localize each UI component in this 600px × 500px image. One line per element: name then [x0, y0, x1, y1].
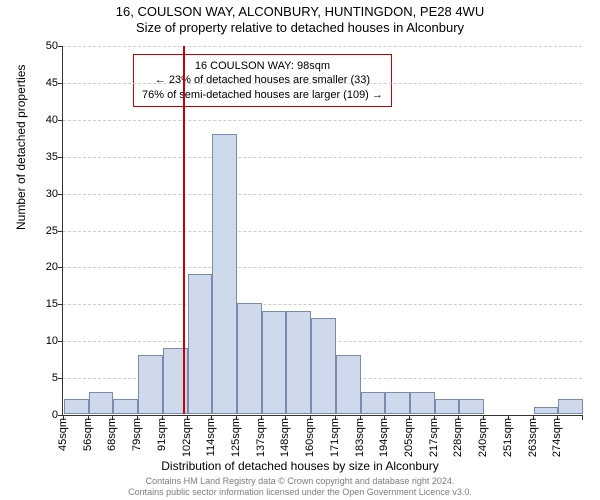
histogram-bar: [64, 399, 89, 414]
ytick-label: 10: [30, 335, 58, 347]
histogram-bar: [435, 399, 460, 414]
histogram-bar: [558, 399, 583, 414]
gridline: [63, 120, 582, 121]
histogram-bar: [138, 355, 163, 414]
ytick-label: 35: [30, 151, 58, 163]
gridline: [63, 157, 582, 158]
footer-line-2: Contains public sector information licen…: [0, 487, 600, 498]
ytick-label: 50: [30, 40, 58, 52]
ytick-mark: [58, 304, 63, 305]
page-title: 16, COULSON WAY, ALCONBURY, HUNTINGDON, …: [0, 0, 600, 20]
ytick-mark: [58, 194, 63, 195]
histogram-bar: [311, 318, 336, 414]
xtick-label: 251sqm: [502, 418, 514, 457]
xtick-label: 91sqm: [156, 418, 168, 451]
histogram-bar: [212, 134, 237, 414]
annotation-line-3: 76% of semi-detached houses are larger (…: [142, 88, 383, 102]
xtick-label: 160sqm: [304, 418, 316, 457]
ytick-label: 0: [30, 409, 58, 421]
gridline: [63, 46, 582, 47]
histogram-bar: [385, 392, 410, 414]
histogram-bar: [237, 303, 262, 414]
histogram-bar: [113, 399, 138, 414]
xtick-mark: [582, 415, 583, 420]
x-axis-label: Distribution of detached houses by size …: [0, 459, 600, 473]
ytick-mark: [58, 46, 63, 47]
gridline: [63, 304, 582, 305]
ytick-label: 5: [30, 372, 58, 384]
ytick-mark: [58, 267, 63, 268]
plot-region: 16 COULSON WAY: 98sqm ← 23% of detached …: [62, 46, 582, 416]
annotation-line-1: 16 COULSON WAY: 98sqm: [142, 59, 383, 73]
ytick-mark: [58, 341, 63, 342]
xtick-label: 240sqm: [477, 418, 489, 457]
ytick-label: 25: [30, 225, 58, 237]
xtick-label: 102sqm: [181, 418, 193, 457]
ytick-mark: [58, 83, 63, 84]
xtick-label: 125sqm: [230, 418, 242, 457]
chart-container: 16, COULSON WAY, ALCONBURY, HUNTINGDON, …: [0, 0, 600, 500]
gridline: [63, 194, 582, 195]
histogram-bar: [89, 392, 114, 414]
xtick-label: 217sqm: [428, 418, 440, 457]
annotation-box: 16 COULSON WAY: 98sqm ← 23% of detached …: [133, 54, 392, 107]
marker-line: [183, 46, 185, 414]
xtick-label: 228sqm: [452, 418, 464, 457]
xtick-label: 68sqm: [106, 418, 118, 451]
xtick-label: 205sqm: [403, 418, 415, 457]
xtick-label: 171sqm: [329, 418, 341, 457]
xtick-label: 79sqm: [131, 418, 143, 451]
ytick-mark: [58, 378, 63, 379]
gridline: [63, 83, 582, 84]
ytick-label: 15: [30, 298, 58, 310]
histogram-bar: [336, 355, 361, 414]
ytick-label: 30: [30, 188, 58, 200]
histogram-bar: [188, 274, 213, 414]
histogram-bar: [534, 407, 559, 414]
histogram-bar: [262, 311, 287, 414]
xtick-label: 114sqm: [205, 418, 217, 456]
xtick-label: 274sqm: [551, 418, 563, 457]
xtick-label: 137sqm: [255, 418, 267, 457]
gridline: [63, 231, 582, 232]
footer: Contains HM Land Registry data © Crown c…: [0, 476, 600, 498]
xtick-label: 56sqm: [82, 418, 94, 451]
chart-area: 16 COULSON WAY: 98sqm ← 23% of detached …: [62, 46, 582, 416]
ytick-label: 40: [30, 114, 58, 126]
histogram-bar: [361, 392, 386, 414]
ytick-mark: [58, 120, 63, 121]
annotation-line-2: ← 23% of detached houses are smaller (33…: [142, 73, 383, 87]
xtick-label: 194sqm: [378, 418, 390, 457]
ytick-mark: [58, 231, 63, 232]
histogram-bar: [286, 311, 311, 414]
y-axis-label: Number of detached properties: [14, 65, 28, 230]
xtick-label: 263sqm: [527, 418, 539, 457]
ytick-mark: [58, 157, 63, 158]
histogram-bar: [459, 399, 484, 414]
xtick-label: 148sqm: [279, 418, 291, 457]
footer-line-1: Contains HM Land Registry data © Crown c…: [0, 476, 600, 487]
xtick-label: 183sqm: [354, 418, 366, 457]
ytick-label: 20: [30, 261, 58, 273]
gridline: [63, 267, 582, 268]
ytick-label: 45: [30, 77, 58, 89]
histogram-bar: [410, 392, 435, 414]
xtick-label: 45sqm: [57, 418, 69, 451]
page-subtitle: Size of property relative to detached ho…: [0, 20, 600, 36]
